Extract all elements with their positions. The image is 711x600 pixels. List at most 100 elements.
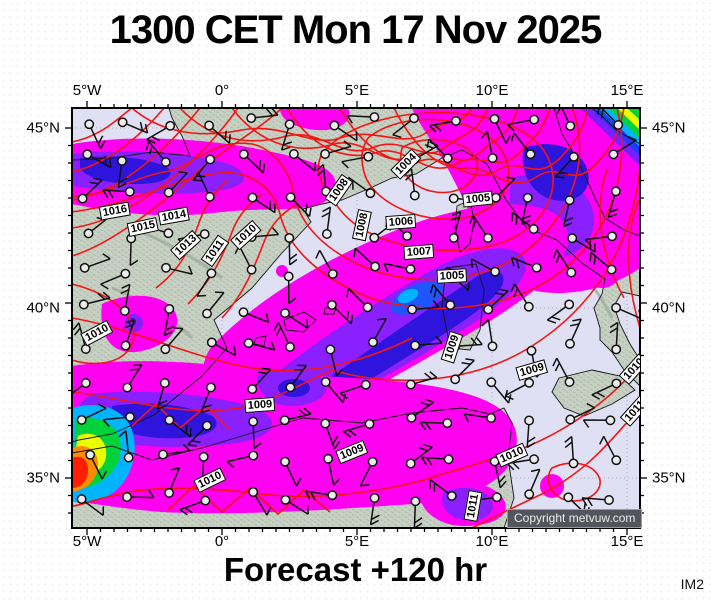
station-circle	[608, 149, 619, 160]
station-circle	[238, 307, 249, 318]
station-circle	[159, 378, 170, 388]
station-circle	[606, 264, 617, 275]
station-circle	[610, 186, 621, 197]
station-circle	[409, 154, 420, 165]
station-circle	[528, 224, 539, 234]
station-circle	[246, 264, 257, 275]
station-circle	[483, 304, 494, 315]
copyright-badge: Copyright metvuw.com	[507, 509, 643, 528]
lon-label-bottom-4: 15°E	[610, 533, 644, 550]
station-circle	[321, 186, 331, 197]
station-circle	[80, 378, 91, 388]
station-circle	[566, 267, 577, 278]
station-circle	[568, 458, 579, 469]
forecast-label: Forecast +120 hr	[223, 551, 488, 588]
station-circle	[522, 192, 533, 203]
station-circle	[410, 340, 421, 351]
station-circle	[490, 192, 501, 203]
station-circle	[246, 232, 257, 242]
station-circle	[446, 490, 457, 501]
station-circle	[409, 113, 419, 124]
station-circle	[285, 192, 296, 203]
station-circle	[486, 413, 497, 423]
station-circle	[450, 341, 461, 352]
station-circle	[369, 232, 380, 243]
station-circle	[238, 149, 249, 160]
station-circle	[524, 377, 535, 388]
lon-label-top-2: 5°E	[344, 82, 370, 99]
station-circle	[117, 117, 128, 128]
station-circle	[206, 337, 217, 348]
station-circle	[246, 113, 257, 124]
station-circle	[119, 305, 130, 316]
station-circle	[490, 266, 501, 277]
station-circle	[607, 231, 618, 242]
lon-label-top-3: 10°E	[475, 82, 509, 99]
station-circle	[567, 233, 578, 244]
station-circle	[122, 492, 132, 502]
station-circle	[82, 149, 93, 160]
station-circle	[161, 262, 171, 273]
station-circle	[450, 374, 461, 385]
station-circle	[163, 228, 174, 239]
station-circle	[369, 112, 380, 123]
map-frame	[71, 107, 641, 529]
station-circle	[204, 191, 215, 202]
station-circle	[84, 119, 95, 130]
station-circle	[409, 190, 420, 201]
lon-label-top-1: 0°	[214, 82, 230, 99]
station-circle	[405, 458, 416, 469]
station-circle	[77, 193, 88, 204]
station-circle	[524, 489, 535, 500]
station-circle	[288, 149, 299, 159]
station-circle	[486, 377, 497, 388]
station-circle	[160, 344, 171, 355]
station-circle	[529, 114, 540, 125]
map-content	[72, 108, 640, 528]
station-circle	[445, 300, 456, 311]
lat-label-left-2: 35°N	[26, 469, 60, 487]
station-circle	[79, 262, 90, 273]
station-circle	[611, 302, 622, 313]
station-circle	[280, 494, 291, 505]
station-circle	[329, 120, 340, 131]
axis-right: 45°N 40°N 35°N	[648, 108, 708, 528]
station-circle	[364, 418, 375, 429]
station-circle	[327, 268, 338, 279]
station-circle	[489, 113, 500, 124]
station-circle	[285, 341, 295, 352]
station-circle	[124, 186, 135, 197]
station-circle	[83, 228, 94, 239]
station-circle	[120, 340, 131, 351]
station-circle	[280, 456, 290, 467]
station-circle	[407, 304, 418, 315]
axis-left: 45°N 40°N 35°N	[0, 108, 64, 528]
station-circle	[564, 195, 575, 206]
station-circle	[320, 149, 331, 159]
station-circle	[248, 487, 259, 497]
station-circle	[327, 490, 338, 501]
station-circle	[158, 449, 168, 460]
station-circle	[120, 268, 131, 279]
station-circle	[369, 493, 380, 503]
station-circle	[489, 456, 500, 467]
station-circle	[202, 420, 212, 431]
station-circle	[164, 487, 175, 498]
station-circle	[123, 452, 134, 463]
station-circle	[285, 382, 296, 393]
station-circle	[243, 338, 254, 349]
station-circle	[164, 415, 175, 426]
lon-label-bottom-0: 5°W	[72, 533, 102, 550]
station-circle	[410, 496, 421, 507]
station-circle	[368, 337, 378, 348]
station-circle	[164, 303, 175, 314]
station-circle	[85, 449, 96, 460]
station-circle	[523, 301, 534, 312]
station-circle	[163, 187, 174, 198]
station-circle	[205, 382, 216, 393]
station-circle	[323, 453, 334, 464]
station-circle	[284, 232, 295, 243]
lat-label-right-0: 45°N	[652, 119, 686, 137]
station-circle	[491, 492, 502, 503]
station-circle	[76, 494, 87, 505]
